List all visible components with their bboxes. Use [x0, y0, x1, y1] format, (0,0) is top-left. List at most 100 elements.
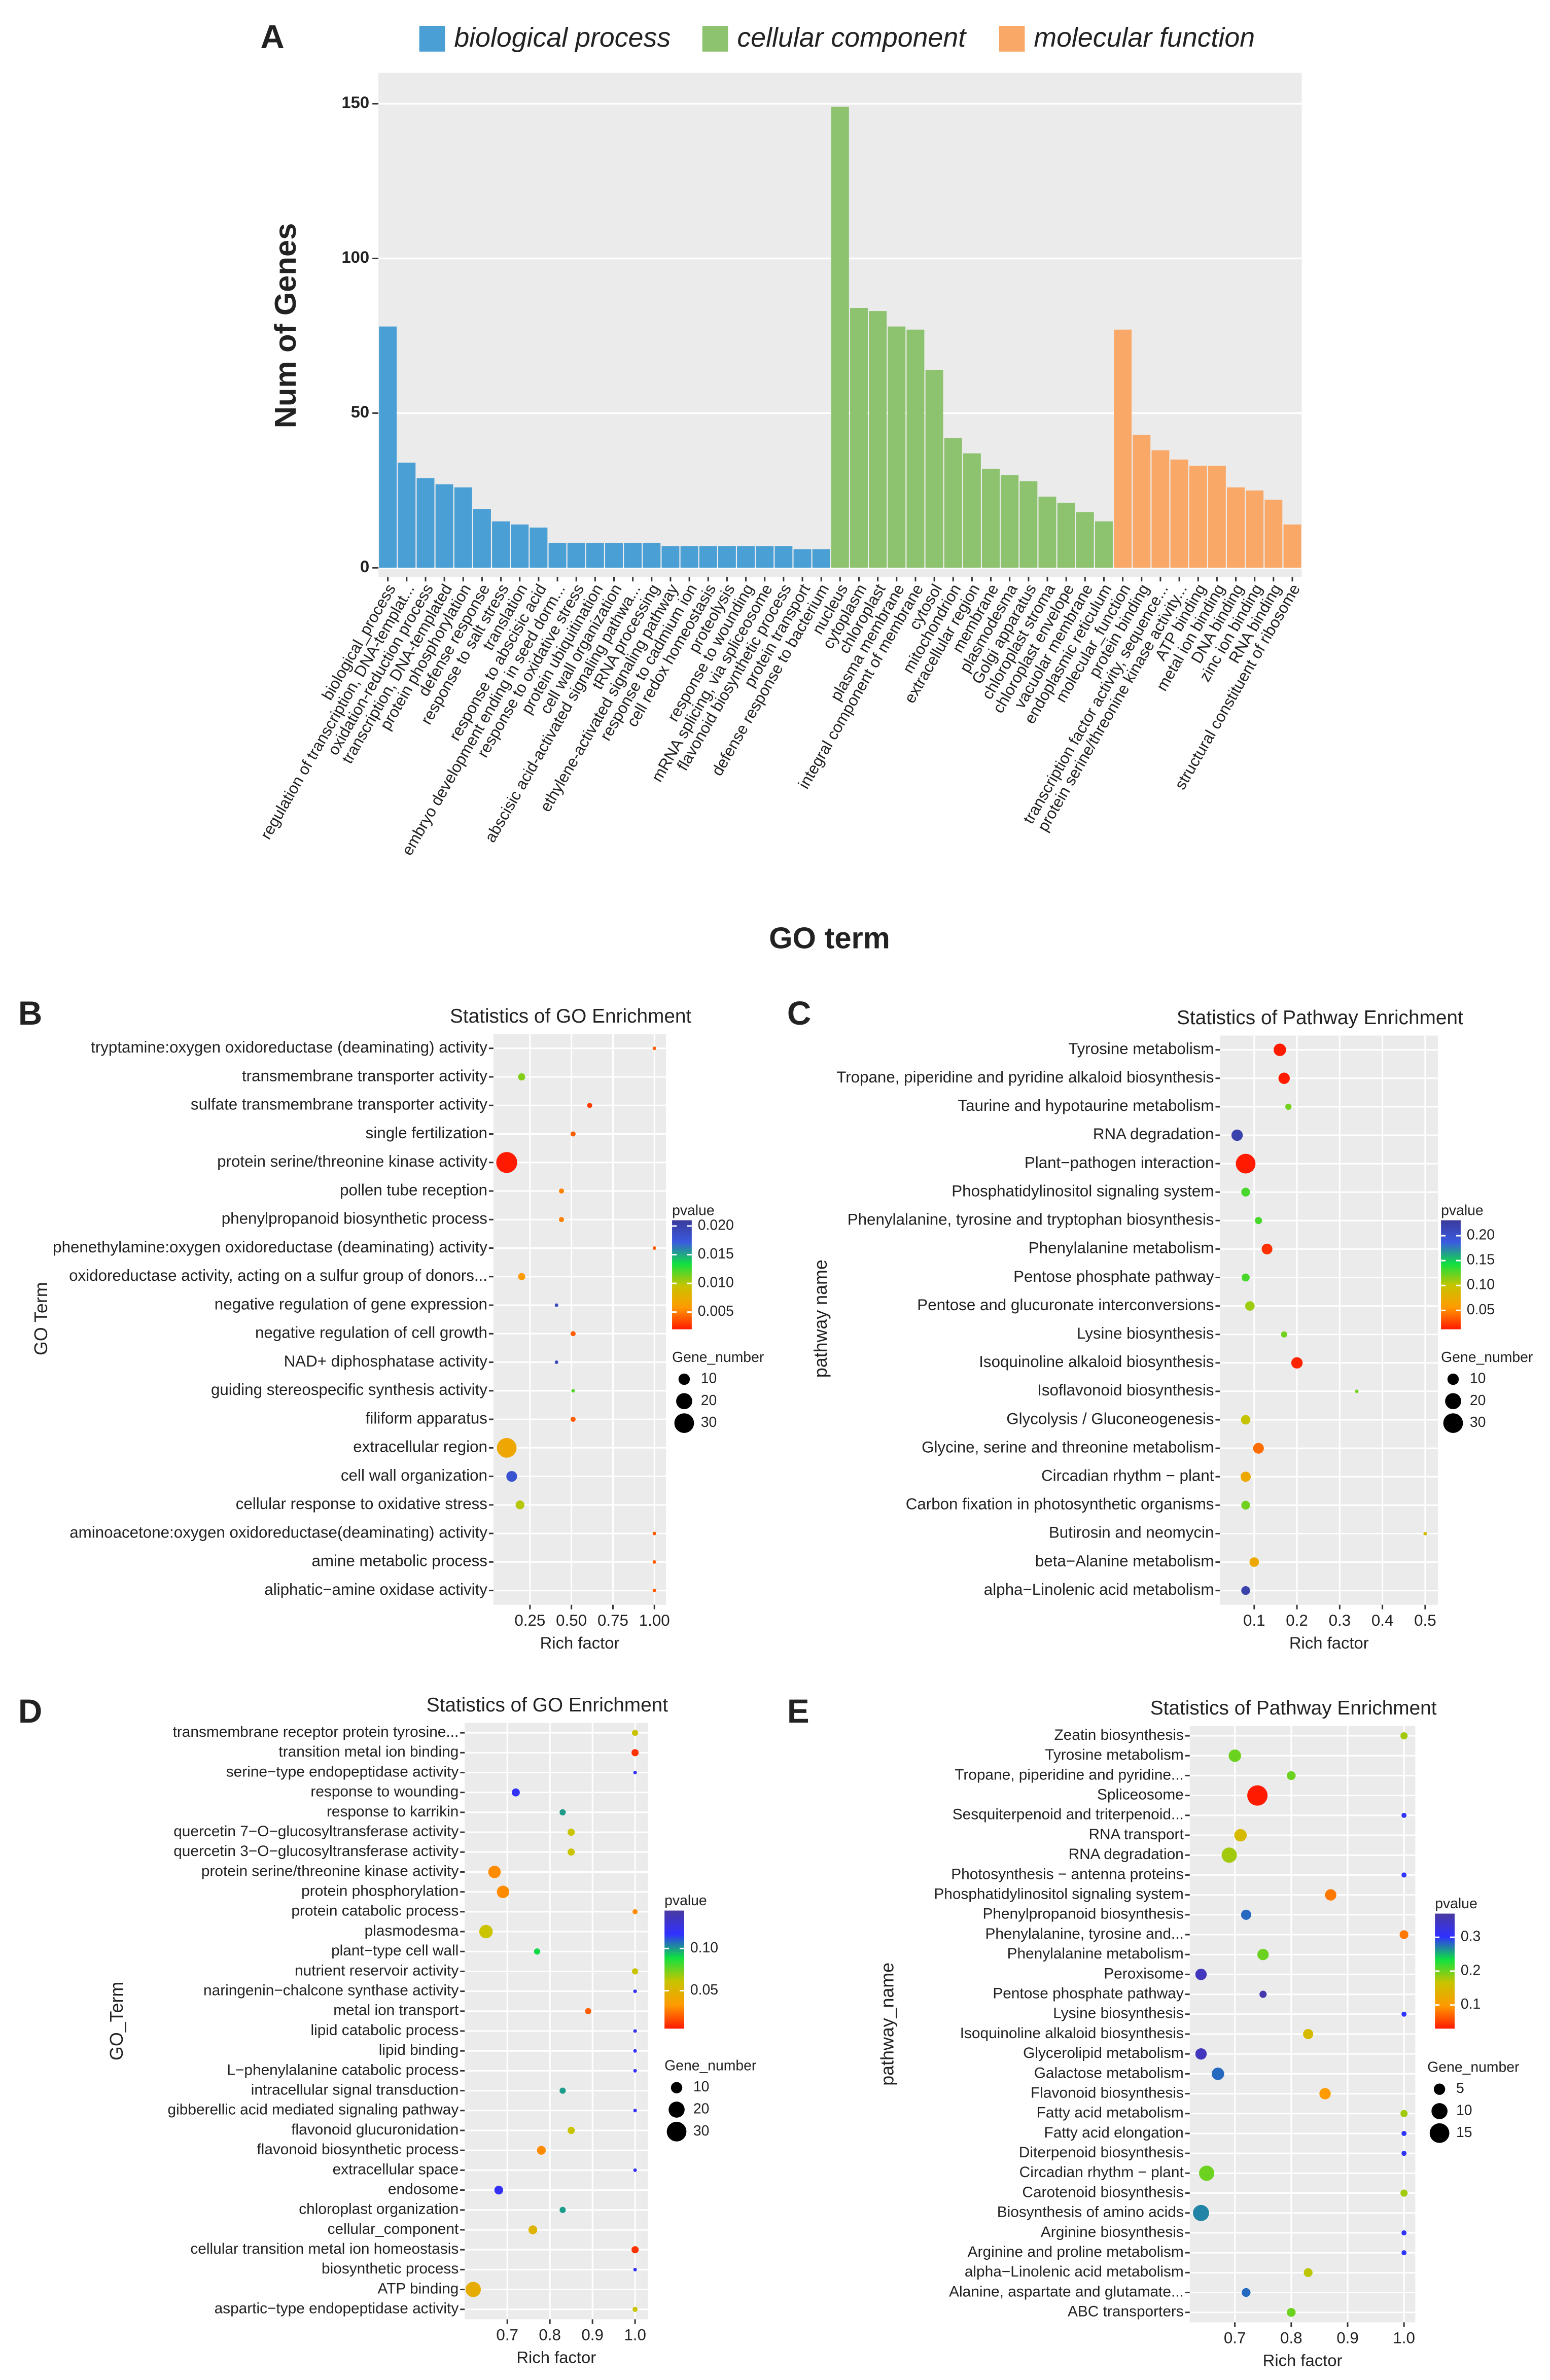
- size-legend-label: 5: [1456, 2080, 1464, 2096]
- bar: [963, 453, 981, 568]
- colorbar-title: pvalue: [672, 1202, 715, 1218]
- y-axis-title: GO_Term: [107, 1982, 127, 2060]
- x-tick-label: 0.50: [556, 1612, 587, 1629]
- x-tick-label: 1.00: [639, 1612, 670, 1629]
- bar: [850, 308, 868, 568]
- colorbar: [664, 1910, 684, 2029]
- point: [1287, 2308, 1296, 2317]
- point: [1274, 1043, 1286, 1056]
- y-tick-label: Phosphatidylinositol signaling system: [952, 1182, 1214, 1200]
- point: [1247, 1785, 1268, 1806]
- y-tick-label: amine metabolic process: [311, 1552, 487, 1570]
- bar: [1114, 329, 1132, 568]
- x-tick-label: 0.7: [1224, 2329, 1246, 2347]
- point: [1241, 1415, 1251, 1425]
- y-tick-label: guiding stereospecific synthesis activit…: [211, 1381, 487, 1398]
- size-legend-key: [1433, 2083, 1446, 2095]
- y-tick-label: chloroplast organization: [299, 2201, 459, 2218]
- size-legend-key: [674, 1413, 694, 1433]
- point: [652, 1246, 656, 1250]
- y-tick-label: extracellular region: [353, 1438, 487, 1456]
- point: [1400, 2189, 1408, 2197]
- x-axis-title: Rich factor: [1289, 1633, 1369, 1652]
- colorbar: [1441, 1220, 1461, 1329]
- y-tick-label: transmembrane receptor protein tyrosine.…: [173, 1724, 459, 1740]
- point: [1278, 1072, 1290, 1084]
- bar: [1057, 503, 1075, 568]
- point: [633, 2109, 637, 2113]
- bar: [548, 543, 567, 568]
- size-legend-key: [678, 1373, 690, 1385]
- point: [1242, 1273, 1250, 1282]
- x-tick-label: 0.1: [1243, 1612, 1265, 1629]
- point: [633, 2168, 637, 2172]
- y-tick-label: response to karrikin: [327, 1803, 459, 1820]
- point: [652, 1589, 656, 1593]
- y-tick-label: endosome: [388, 2181, 459, 2197]
- y-tick-label: biosynthetic process: [322, 2260, 459, 2277]
- size-legend-label: 10: [1456, 2102, 1472, 2118]
- x-axis-title: Rich factor: [1263, 2351, 1343, 2370]
- point: [512, 1788, 520, 1797]
- y-axis-title: pathway_name: [877, 1963, 897, 2086]
- size-legend-label: 10: [693, 2079, 710, 2095]
- bar: [1095, 521, 1113, 568]
- y-tick-label: phenethylamine:oxygen oxidoreductase (de…: [53, 1238, 487, 1256]
- point: [570, 1331, 576, 1337]
- point: [1319, 2088, 1331, 2099]
- colorbar-title: pvalue: [664, 1893, 707, 1909]
- point: [633, 2267, 637, 2271]
- y-axis-title: pathway name: [811, 1259, 831, 1378]
- bar: [511, 524, 529, 568]
- y-tick-label: L−phenylalanine catabolic process: [227, 2061, 459, 2078]
- y-tick-label: protein serine/threonine kinase activity: [201, 1863, 459, 1879]
- point: [1261, 1243, 1273, 1255]
- y-tick-label: flavonoid biosynthetic process: [257, 2141, 459, 2158]
- size-legend-title: Gene_number: [664, 2057, 756, 2074]
- point: [1234, 1829, 1247, 1842]
- size-legend-key: [1429, 2123, 1450, 2143]
- y-tick-label: Taurine and hypotaurine metabolism: [958, 1097, 1214, 1114]
- point: [1401, 2130, 1407, 2136]
- point: [554, 1360, 558, 1364]
- point: [568, 1828, 575, 1836]
- bar: [1038, 497, 1056, 568]
- colorbar-label: 0.10: [690, 1940, 718, 1956]
- point: [559, 1809, 566, 1816]
- size-legend-title: Gene_number: [1441, 1349, 1533, 1366]
- point: [494, 2185, 504, 2195]
- bar: [567, 543, 585, 568]
- legend-label: biological process: [454, 22, 671, 53]
- x-axis-title: GO term: [769, 921, 890, 955]
- point: [534, 1948, 541, 1955]
- y-tick-label: naringenin−chalcone synthase activity: [203, 1982, 459, 1999]
- y-axis-title: GO Term: [31, 1282, 51, 1355]
- bar: [925, 370, 943, 568]
- colorbar-label: 0.2: [1461, 1962, 1481, 1978]
- point: [1401, 2011, 1407, 2017]
- y-tick-label: metal ion transport: [333, 2002, 459, 2019]
- y-tick-label: Tropane, piperidine and pyridine...: [955, 1766, 1184, 1783]
- y-tick-label: alpha−Linolenic acid metabolism: [984, 1581, 1214, 1598]
- size-legend-key: [666, 2121, 687, 2142]
- y-tick-label: plasmodesma: [365, 1922, 459, 1939]
- y-tick-label: flavonoid glucuronidation: [291, 2121, 459, 2138]
- bar: [1019, 481, 1038, 568]
- size-legend-label: 30: [701, 1414, 717, 1430]
- y-tick-label: Phenylalanine metabolism: [1029, 1239, 1214, 1257]
- bar: [1189, 466, 1207, 568]
- bar: [756, 546, 774, 568]
- colorbar-label: 0.3: [1461, 1929, 1481, 1945]
- y-tick-label: aminoacetone:oxygen oxidoreductase(deami…: [69, 1523, 487, 1541]
- point: [1401, 2230, 1407, 2235]
- point: [1401, 1872, 1407, 1878]
- panel-label: D: [18, 1693, 42, 1730]
- y-tick-label: Plant−pathogen interaction: [1025, 1153, 1214, 1171]
- x-tick-label: 1.0: [1393, 2329, 1415, 2347]
- point: [1400, 1732, 1408, 1740]
- point: [497, 1438, 517, 1458]
- bar: [624, 543, 642, 568]
- y-tick-label: Glycerolipid metabolism: [1023, 2045, 1184, 2061]
- y-tick-label: Peroxisome: [1104, 1965, 1184, 1982]
- bar: [473, 509, 491, 568]
